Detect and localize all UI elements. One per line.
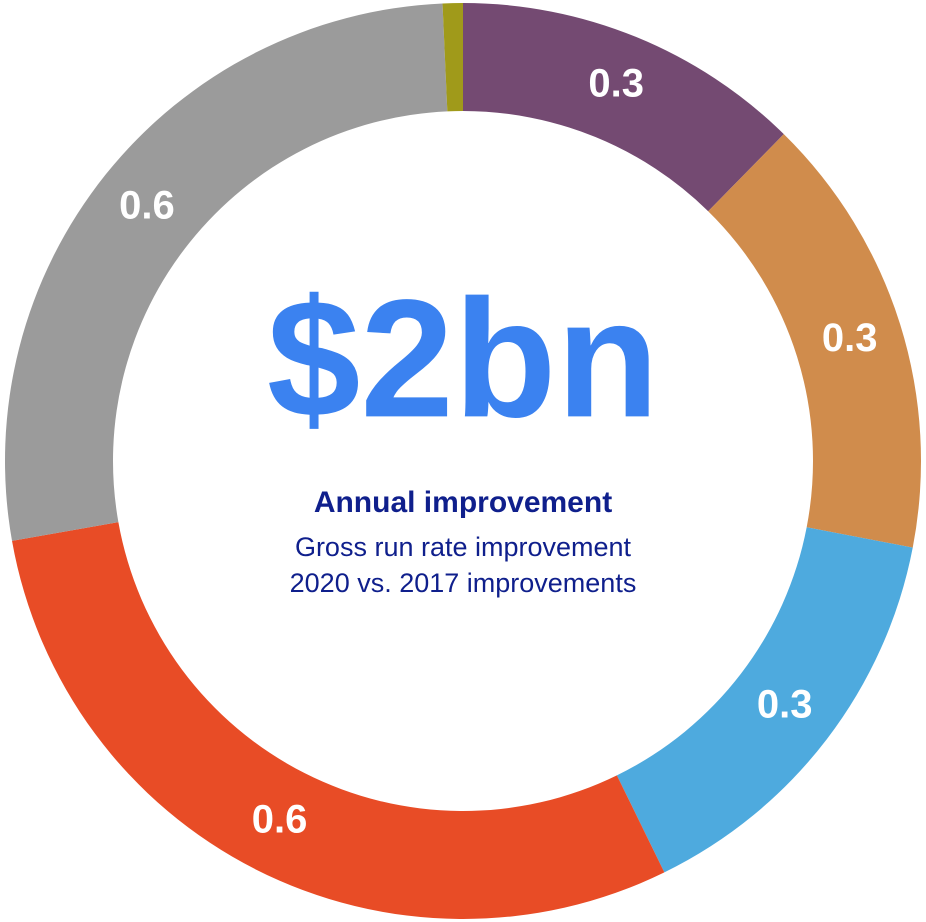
data-label: 0.3 [757,683,813,727]
donut-segment [463,3,784,212]
annotation: Gross run rate improvement [295,532,632,562]
data-label: 0.3 [588,62,644,106]
chart-subtitle: Annual improvement [314,486,612,519]
donut-segment [616,527,913,873]
chart-title: $2bn [267,264,659,452]
data-label: 0.6 [252,798,308,842]
data-label: 0.6 [119,183,175,227]
donut-segment [5,3,448,541]
data-label: 0.3 [822,316,878,360]
donut-segment [12,522,665,919]
annotation: 2020 vs. 2017 improvements [290,568,637,598]
donut-segment [442,3,463,112]
donut-segment [708,134,922,548]
